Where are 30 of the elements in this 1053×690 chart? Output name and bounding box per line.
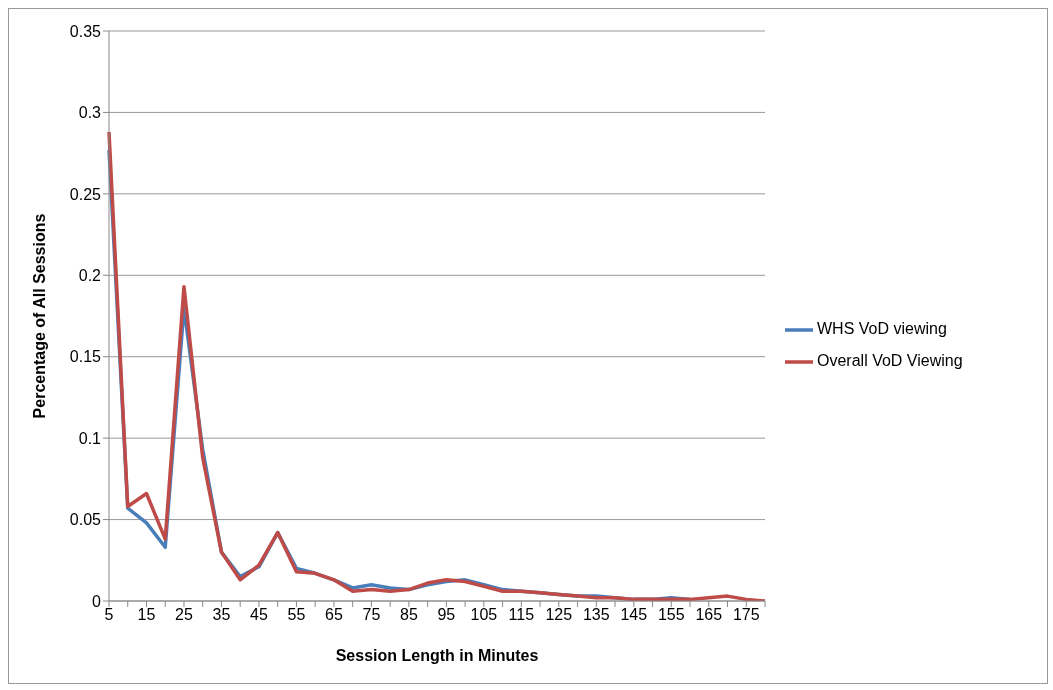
legend-label: WHS VoD viewing	[817, 320, 947, 337]
y-tick-label: 0.1	[78, 429, 102, 447]
legend-label: Overall VoD Viewing	[817, 352, 963, 369]
x-tick-label: 55	[287, 606, 306, 624]
x-tick-label: 115	[508, 606, 535, 624]
x-tick-label: 35	[212, 606, 231, 624]
x-tick-label: 135	[582, 606, 610, 624]
x-tick-label: 95	[437, 606, 456, 624]
y-tick-label: 0.35	[69, 22, 102, 40]
x-tick-label: 165	[695, 606, 723, 624]
y-tick-label: 0.2	[78, 266, 102, 284]
y-tick-label: 0.15	[69, 348, 102, 366]
x-tick-label: 65	[325, 606, 343, 624]
x-tick-label: 85	[399, 606, 418, 624]
x-tick-label: 155	[657, 606, 685, 624]
x-tick-label: 25	[175, 606, 193, 624]
x-tick-label: 145	[620, 606, 648, 624]
y-tick-label: 0	[92, 592, 102, 610]
y-tick-label: 0.3	[78, 104, 102, 122]
x-axis-title: Session Length in Minutes	[335, 647, 539, 664]
y-axis-title: Percentage of All Sessions	[30, 213, 48, 419]
y-tick-label: 0.25	[69, 185, 102, 203]
x-tick-label: 175	[732, 606, 760, 624]
y-tick-label: 0.05	[69, 511, 102, 529]
x-tick-label: 15	[137, 606, 156, 624]
x-tick-label: 45	[250, 606, 268, 624]
x-tick-label: 75	[362, 606, 381, 624]
x-tick-label: 5	[104, 606, 114, 624]
x-tick-label: 125	[545, 606, 573, 624]
x-tick-label: 105	[470, 606, 498, 624]
